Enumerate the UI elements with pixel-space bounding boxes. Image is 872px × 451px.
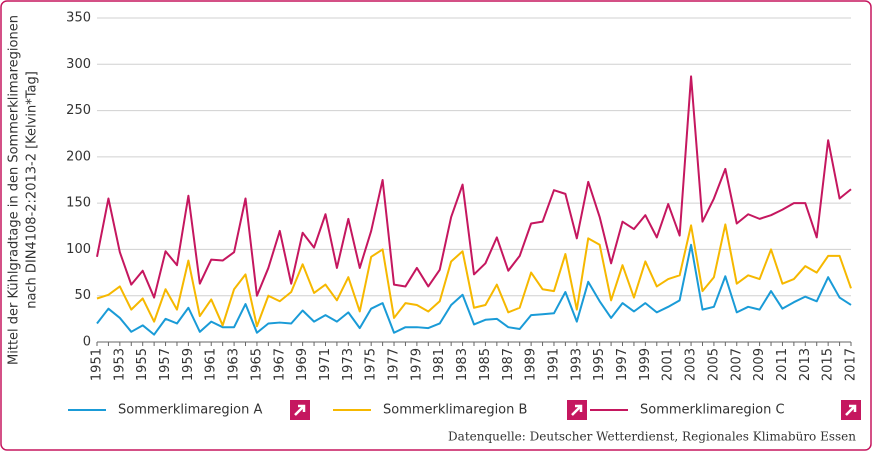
y-tick-label: 0 [83,335,91,350]
x-tick-label: 1953 [112,348,127,381]
legend-label: Sommerklimaregion C [640,403,785,418]
y-tick-label: 100 [66,242,91,257]
x-tick-label: 1999 [638,348,653,381]
legend-icon-arrow [571,404,583,416]
y-tick-label: 200 [66,149,91,164]
x-tick-label: 2015 [821,348,836,381]
x-tick-label: 1979 [409,348,424,381]
legend-label: Sommerklimaregion B [383,403,527,418]
x-tick-label: 1961 [204,348,219,381]
legend-icon-arrow [845,404,857,416]
x-tick-label: 1997 [615,348,630,381]
x-tick-label: 1963 [227,348,242,381]
x-tick-label: 1991 [546,348,561,381]
y-label: Mittel der Kühlgradtage in den Sommerkli… [7,15,22,365]
x-tick-label: 1985 [478,348,493,381]
x-tick-label: 1957 [158,348,173,381]
x-tick-label: 1955 [135,348,150,381]
x-tick-label: 1983 [455,348,470,381]
x-tick-label: 1993 [569,348,584,381]
y-tick-label: 300 [66,57,91,72]
x-tick-label: 2009 [752,348,767,381]
x-tick-label: 2005 [706,348,721,381]
y-label: nach DIN4108-2:2013-2 [Kelvin*Tag] [25,71,40,309]
x-tick-label: 2007 [729,348,744,381]
source: Datenquelle: Deutscher Wetterdienst, Reg… [448,430,856,444]
x-tick-label: 1959 [181,348,196,381]
x-tick-label: 2017 [844,348,859,381]
legend-label: Sommerklimaregion A [118,403,263,418]
x-tick-label: 1975 [364,348,379,381]
x-tick-label: 1969 [295,348,310,381]
x-tick-label: 1981 [432,348,447,381]
x-tick-label: 1977 [387,348,402,381]
y-tick-label: 350 [66,11,91,26]
x-tick-label: 1967 [272,348,287,381]
x-tick-label: 1971 [318,348,333,381]
x-tick-label: 1951 [90,348,105,381]
x-tick-label: 1965 [249,348,264,381]
x-tick-label: 2011 [775,348,790,381]
x-tick-label: 1995 [592,348,607,381]
x-tick-label: 2003 [684,348,699,381]
x-tick-label: 1987 [501,348,516,381]
x-tick-label: 1973 [341,348,356,381]
y-tick-label: 250 [66,103,91,118]
x-tick-label: 2001 [661,348,676,381]
x-tick-label: 2013 [798,348,813,381]
x-tick-label: 1989 [524,348,539,381]
y-tick-label: 50 [74,288,91,303]
series-line [96,223,852,328]
legend-icon-arrow [294,404,306,416]
series-line [96,243,852,336]
y-tick-label: 150 [66,196,91,211]
series-line [96,75,852,299]
